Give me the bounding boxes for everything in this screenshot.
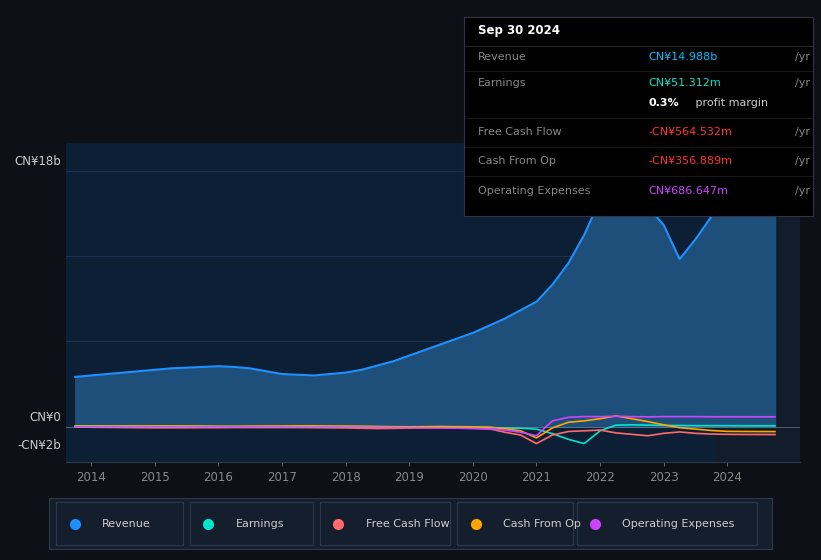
Text: Sep 30 2024: Sep 30 2024 [478,24,560,37]
Text: Revenue: Revenue [102,519,151,529]
Text: CN¥18b: CN¥18b [15,155,62,169]
Text: profit margin: profit margin [692,98,768,108]
Text: /yr: /yr [796,52,810,62]
Text: Earnings: Earnings [236,519,284,529]
Text: Cash From Op: Cash From Op [478,156,556,166]
Text: /yr: /yr [796,186,810,196]
Text: Operating Expenses: Operating Expenses [478,186,590,196]
Text: /yr: /yr [796,127,810,137]
Text: Operating Expenses: Operating Expenses [622,519,735,529]
Text: CN¥686.647m: CN¥686.647m [649,186,729,196]
Text: /yr: /yr [796,156,810,166]
Text: -CN¥356.889m: -CN¥356.889m [649,156,733,166]
Text: CN¥51.312m: CN¥51.312m [649,78,722,88]
Text: -CN¥2b: -CN¥2b [18,439,62,452]
Text: CN¥0: CN¥0 [30,410,62,424]
Text: Free Cash Flow: Free Cash Flow [478,127,562,137]
Text: Revenue: Revenue [478,52,526,62]
Text: Earnings: Earnings [478,78,526,88]
Text: -CN¥564.532m: -CN¥564.532m [649,127,732,137]
Text: Free Cash Flow: Free Cash Flow [365,519,449,529]
Text: 0.3%: 0.3% [649,98,680,108]
Bar [717,143,804,462]
Text: /yr: /yr [796,78,810,88]
Text: CN¥14.988b: CN¥14.988b [649,52,718,62]
Text: Cash From Op: Cash From Op [503,519,580,529]
